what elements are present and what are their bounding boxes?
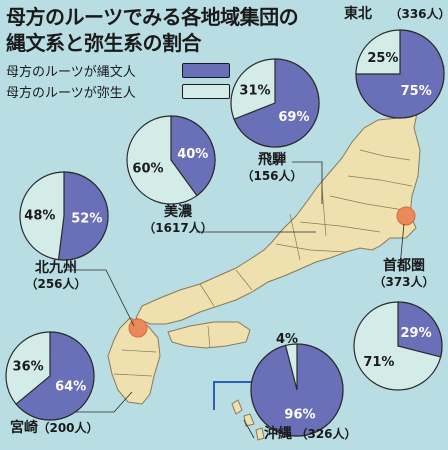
legend-label-yayoi: 母方のルーツが弥生人 [6, 86, 136, 101]
slice-jomon [170, 115, 216, 197]
region-count-label: （156人） [241, 168, 302, 183]
yayoi-percent-label: 31% [239, 83, 270, 98]
slice-jomon [15, 331, 95, 421]
slice-jomon [250, 343, 344, 437]
region-name-label: 東北 [344, 5, 372, 22]
jomon-percent-label: 75% [401, 84, 432, 99]
region-count-label: （200人） [37, 420, 98, 435]
slice-jomon [57, 171, 109, 261]
jomon-percent-label: 40% [177, 147, 208, 162]
legend-item-jomon: 母方のルーツが縄文人 [6, 60, 230, 81]
region-count-label: （373人） [373, 274, 434, 289]
leader-lines [60, 161, 405, 439]
region-name-label: 首都圏 [383, 257, 425, 274]
honshu-shape [135, 101, 421, 325]
marker-tokyo [396, 206, 416, 226]
region-name-label: 美濃 [164, 203, 193, 220]
region-count-label: （256人） [25, 276, 86, 291]
pie-region-4: 29% 71% 首都圏（373人） [353, 257, 443, 391]
region-name-label: 沖縄 [264, 425, 292, 442]
jomon-percent-label: 69% [278, 110, 309, 125]
pie-region-6: 96% 4% 沖縄 （326人） [250, 332, 357, 442]
legend-item-yayoi: 母方のルーツが弥生人 [6, 81, 230, 102]
pie-region-0: 75% 25% 東北 （336人） [344, 5, 448, 119]
legend: 母方のルーツが縄文人 母方のルーツが弥生人 [6, 60, 230, 102]
yayoi-percent-label: 25% [367, 51, 398, 66]
region-name-label: 宮崎 [10, 419, 38, 436]
okinawa-inset-frame [213, 381, 252, 410]
pie-layer: 75% 25% 東北 （336人） 69% 31% 飛騨（156人） 40% 60% 美濃（161… [5, 5, 448, 442]
kyushu-shape [107, 317, 161, 405]
jomon-percent-label: 29% [401, 326, 432, 341]
jomon-percent-label: 52% [71, 211, 102, 226]
region-name-label: 北九州 [35, 260, 77, 276]
region-count-label: （336人） [389, 6, 448, 21]
marker-kitakyushu [128, 318, 148, 338]
pie-region-5: 64% 36% 宮崎 （200人） [5, 331, 99, 436]
title-line-1: 母方のルーツでみる各地域集団の [6, 5, 299, 29]
legend-swatch-yayoi [182, 84, 230, 99]
yayoi-percent-label: 36% [13, 360, 44, 375]
region-count-label: （1617人） [143, 220, 212, 235]
pie-region-1: 69% 31% 飛騨（156人） [230, 58, 320, 183]
pie-region-2: 40% 60% 美濃（1617人） [126, 115, 216, 235]
yayoi-percent-label: 60% [132, 161, 163, 176]
prefecture-borders [113, 149, 413, 377]
region-name-label: 飛騨 [257, 151, 286, 168]
title-line-2: 縄文系と弥生系の割合 [6, 31, 202, 55]
pie-region-3: 52% 48% 北九州（256人） [19, 171, 109, 291]
slice-jomon [397, 301, 443, 358]
jomon-percent-label: 96% [284, 408, 315, 423]
chart-title: 母方のルーツでみる各地域集団の 縄文系と弥生系の割合 [6, 4, 336, 56]
slice-jomon [355, 29, 445, 119]
region-count-label: （326人） [295, 426, 356, 441]
legend-swatch-jomon [182, 63, 230, 78]
jomon-percent-label: 64% [55, 380, 86, 395]
slice-jomon [233, 58, 320, 148]
yayoi-percent-label: 48% [24, 208, 55, 223]
yayoi-percent-label: 4% [276, 332, 298, 347]
yayoi-percent-label: 71% [363, 355, 394, 370]
legend-label-jomon: 母方のルーツが縄文人 [6, 65, 136, 80]
